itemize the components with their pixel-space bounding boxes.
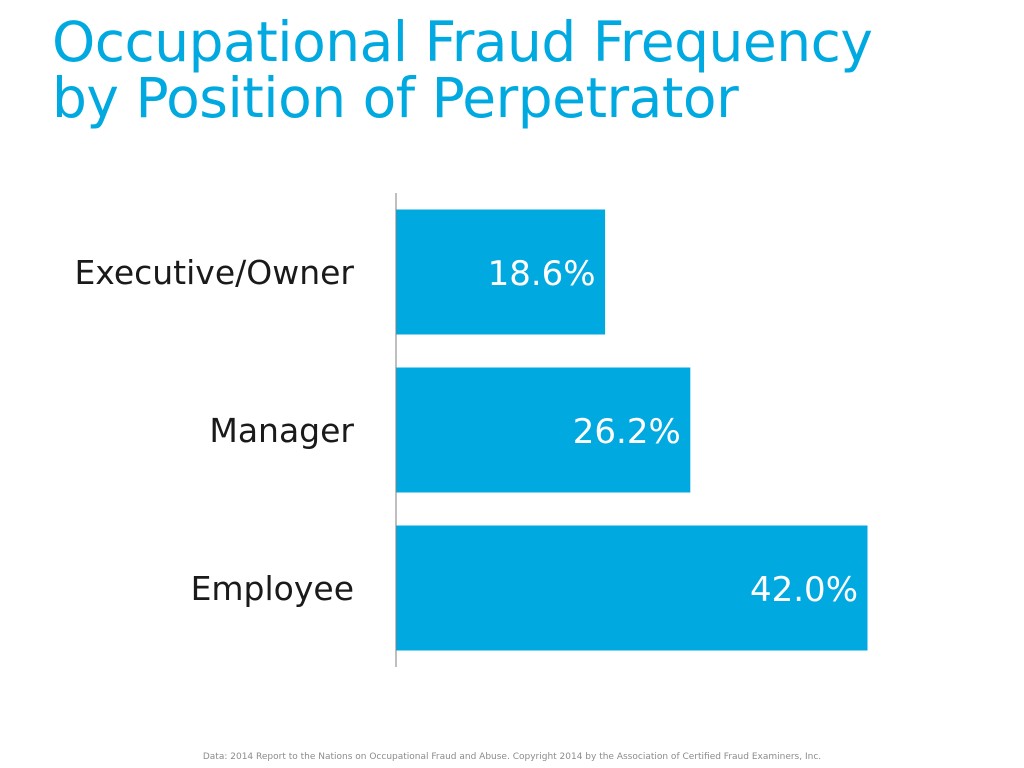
bar	[396, 209, 606, 335]
source-note: Data: 2014 Report to the Nations on Occu…	[202, 752, 822, 762]
category-label: Manager	[209, 411, 354, 450]
title-line-1: Occupational Fraud Frequency	[52, 10, 873, 74]
category-label: Employee	[191, 569, 354, 608]
bar-value-label: 26.2%	[573, 412, 681, 452]
bar-value-label: 18.6%	[488, 254, 596, 294]
title-line-2: by Position of Perpetrator	[52, 66, 739, 130]
bar-value-label: 42.0%	[750, 570, 858, 610]
page-title: Occupational Fraud Frequency by Position…	[52, 10, 873, 130]
bar	[396, 525, 868, 651]
bar	[396, 367, 691, 493]
category-label: Executive/Owner	[74, 253, 354, 292]
